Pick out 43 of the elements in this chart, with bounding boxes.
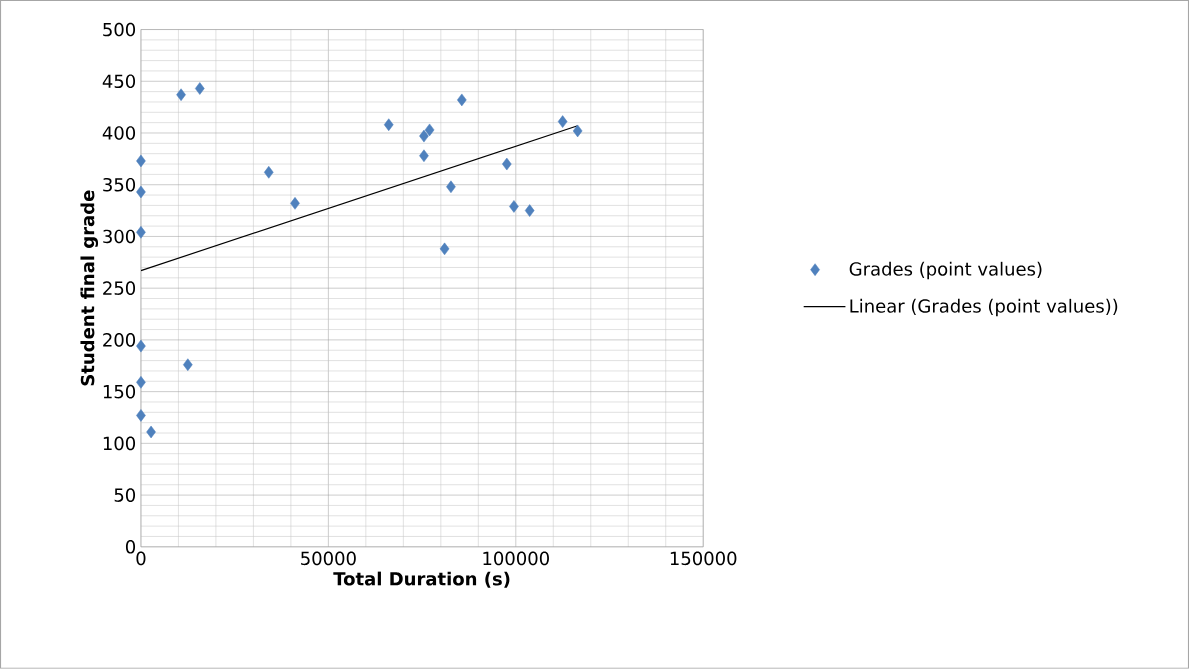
- y-tick-label: 400: [102, 126, 136, 140]
- point: [419, 149, 429, 163]
- x-tick-label: 150000: [670, 551, 737, 566]
- point: [572, 124, 583, 138]
- point: [439, 242, 450, 256]
- legend-label: Grades (point values): [849, 261, 1042, 280]
- point: [146, 425, 156, 439]
- point: [136, 154, 146, 168]
- point: [502, 157, 512, 171]
- x-tick-label: 50000: [301, 551, 356, 566]
- point: [136, 226, 146, 239]
- point: [383, 118, 394, 132]
- y-tick-label: 300: [103, 229, 136, 244]
- y-tick-label: 200: [103, 333, 136, 347]
- point: [136, 376, 146, 389]
- point: [446, 180, 456, 194]
- legend-label: Linear (Grades (point values)): [850, 298, 1118, 317]
- point: [419, 129, 429, 143]
- point: [195, 82, 205, 95]
- y-tick-label: 350: [103, 178, 136, 192]
- x-tick-label: 100000: [483, 551, 549, 566]
- point: [136, 185, 146, 199]
- point: [424, 123, 435, 137]
- point: [509, 200, 519, 213]
- point: [136, 339, 146, 353]
- point: [264, 166, 274, 179]
- y-tick-label: 150: [103, 384, 136, 399]
- x-tick-label: 0: [136, 551, 146, 566]
- point: [457, 93, 467, 107]
- point: [290, 197, 300, 210]
- y-tick-label: 0: [125, 540, 136, 554]
- point: [183, 358, 193, 372]
- point: [557, 115, 568, 129]
- y-tick-label: 500: [103, 22, 136, 37]
- point: [136, 409, 146, 422]
- y-tick-label: 50: [114, 488, 136, 503]
- x-axis-title: Total Duration (s): [333, 571, 510, 588]
- y-tick-label: 450: [102, 74, 136, 89]
- point: [176, 88, 186, 102]
- y-axis-title: Student final grade: [80, 190, 99, 386]
- y-tick-label: 250: [103, 281, 136, 296]
- point: [524, 204, 535, 217]
- y-tick-label: 100: [103, 436, 136, 451]
